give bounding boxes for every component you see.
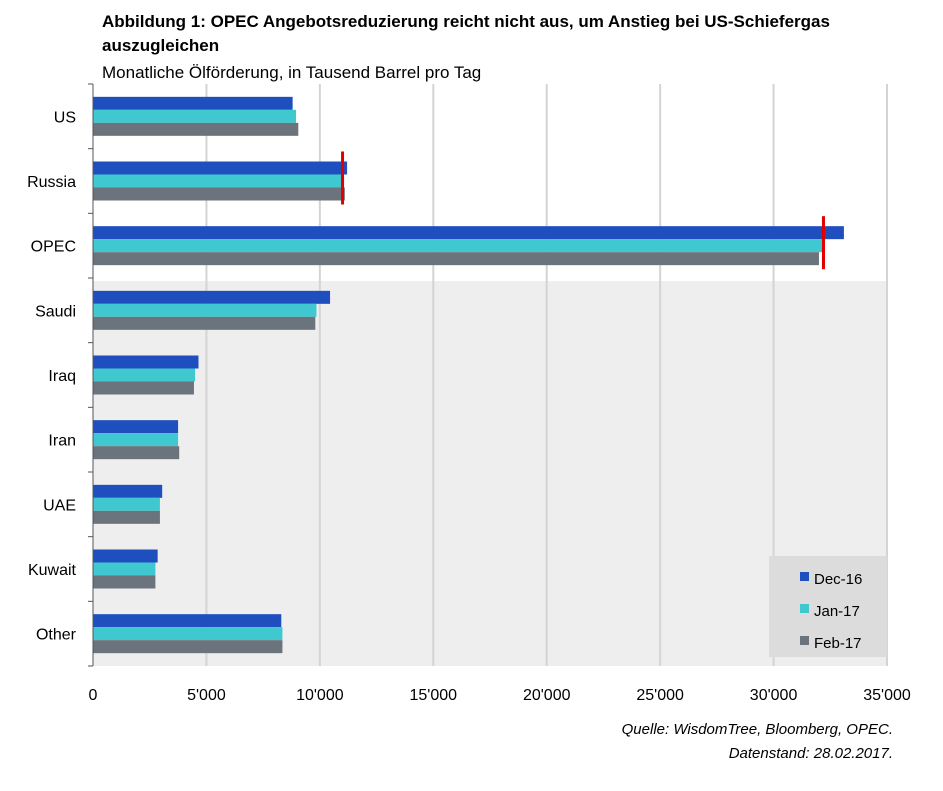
bar-kuwait-jan-17 (93, 562, 156, 576)
bar-saudi-dec-16 (93, 290, 331, 304)
bar-opec-dec-16 (93, 226, 844, 240)
category-label-kuwait: Kuwait (28, 562, 77, 579)
bar-us-feb-17 (93, 122, 299, 136)
category-label-russia: Russia (27, 174, 76, 191)
legend-swatch-dec-16 (800, 572, 809, 581)
bar-opec-feb-17 (93, 252, 819, 266)
legend: Dec-16 Jan-17 Feb-17 (769, 556, 887, 657)
legend-label-feb-17: Feb-17 (814, 635, 862, 652)
bar-iran-feb-17 (93, 446, 180, 460)
category-label-iran: Iran (48, 433, 76, 450)
shaded-region (93, 281, 887, 666)
x-tick-label: 30'000 (750, 687, 798, 704)
chart-subtitle: Monatliche Ölförderung, in Tausend Barre… (102, 63, 482, 82)
category-label-uae: UAE (43, 497, 76, 514)
bar-uae-jan-17 (93, 497, 160, 511)
x-tick-label: 20'000 (523, 687, 571, 704)
legend-swatch-jan-17 (800, 604, 809, 613)
source-note: Quelle: WisdomTree, Bloomberg, OPEC. Dat… (622, 718, 893, 766)
data-date-line: Datenstand: 28.02.2017. (728, 745, 893, 762)
bar-iraq-feb-17 (93, 381, 194, 395)
category-label-us: US (54, 109, 76, 126)
x-tick-label: 5'000 (187, 687, 226, 704)
bar-iran-dec-16 (93, 420, 179, 434)
x-tick-label: 0 (89, 687, 98, 704)
bar-other-jan-17 (93, 627, 283, 641)
bar-uae-feb-17 (93, 510, 160, 524)
bar-iran-jan-17 (93, 433, 179, 447)
legend-swatch-feb-17 (800, 636, 809, 645)
category-label-other: Other (36, 627, 77, 644)
bar-iraq-dec-16 (93, 355, 199, 369)
x-tick-label: 35'000 (863, 687, 911, 704)
bar-other-dec-16 (93, 614, 282, 628)
category-label-iraq: Iraq (48, 368, 76, 385)
x-tick-label: 25'000 (636, 687, 684, 704)
bar-saudi-jan-17 (93, 303, 317, 317)
chart-title: Abbildung 1: OPEC Angebotsreduzierung re… (102, 12, 830, 55)
x-tick-label: 15'000 (410, 687, 458, 704)
legend-box (769, 556, 887, 657)
legend-label-dec-16: Dec-16 (814, 571, 862, 588)
bar-russia-feb-17 (93, 187, 345, 201)
x-tick-label: 10'000 (296, 687, 344, 704)
bar-uae-dec-16 (93, 484, 163, 498)
source-line: Quelle: WisdomTree, Bloomberg, OPEC. (621, 721, 893, 738)
bar-russia-dec-16 (93, 161, 348, 175)
bar-iraq-jan-17 (93, 368, 196, 382)
bar-kuwait-dec-16 (93, 549, 158, 563)
bar-opec-jan-17 (93, 239, 824, 253)
category-label-opec: OPEC (31, 239, 76, 256)
bar-russia-jan-17 (93, 174, 344, 188)
bar-us-jan-17 (93, 109, 297, 123)
bar-other-feb-17 (93, 640, 283, 654)
legend-label-jan-17: Jan-17 (814, 603, 860, 620)
bar-kuwait-feb-17 (93, 575, 156, 589)
bar-saudi-feb-17 (93, 316, 316, 330)
bar-us-dec-16 (93, 96, 293, 110)
category-label-saudi: Saudi (35, 303, 76, 320)
